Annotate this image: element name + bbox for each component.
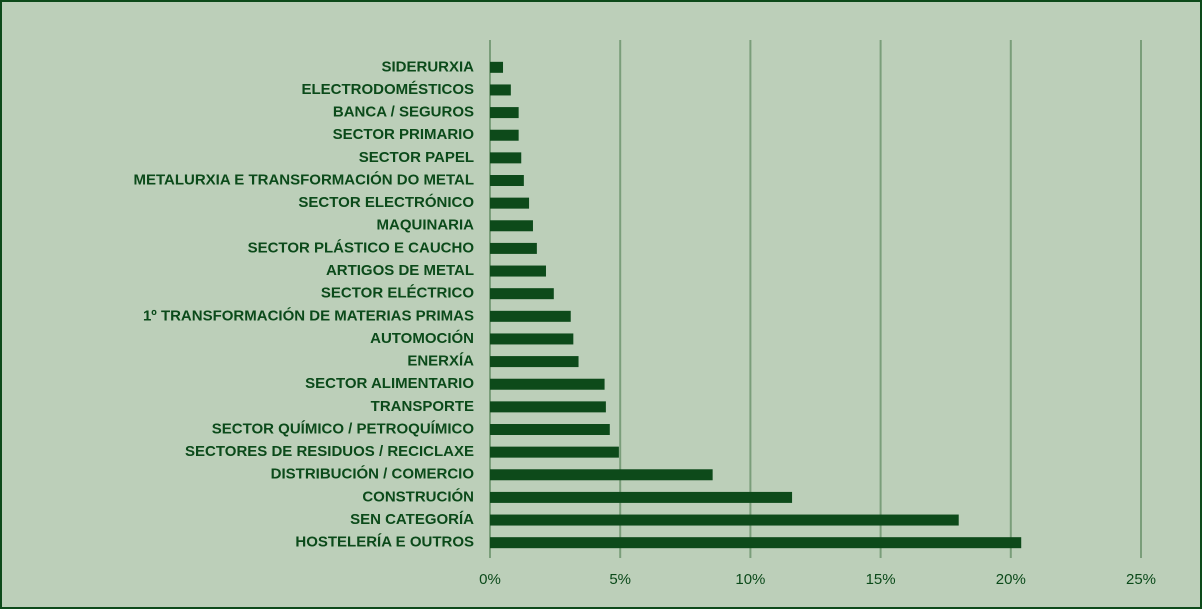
y-tick-label: ELECTRODOMÉSTICOS xyxy=(301,81,474,98)
y-tick-label: ENERXÍA xyxy=(407,353,474,370)
x-tick-label: 25% xyxy=(1126,571,1156,588)
x-tick-label: 15% xyxy=(866,571,896,588)
y-tick-label: MAQUINARIA xyxy=(377,217,475,234)
x-tick-label: 0% xyxy=(479,571,501,588)
bar xyxy=(490,242,537,254)
bar xyxy=(490,265,546,277)
y-tick-label: SECTOR ELÉCTRICO xyxy=(321,285,474,302)
bar xyxy=(490,84,511,96)
bar xyxy=(490,514,959,526)
bar xyxy=(490,378,605,390)
y-tick-label: SECTOR PRIMARIO xyxy=(333,126,475,143)
y-tick-label: HOSTELERÍA E OUTROS xyxy=(295,534,474,551)
bar xyxy=(490,129,519,141)
bar xyxy=(490,61,504,73)
y-tick-label: TRANSPORTE xyxy=(371,398,474,415)
bar xyxy=(490,220,533,232)
bar xyxy=(490,197,530,209)
bar xyxy=(490,310,571,322)
bar xyxy=(490,152,522,164)
bar xyxy=(490,469,713,481)
x-tick-label: 5% xyxy=(609,571,631,588)
y-tick-label: SECTOR ELECTRÓNICO xyxy=(298,193,474,211)
y-tick-label: 1º TRANSFORMACIÓN DE MATERIAS PRIMAS xyxy=(143,306,474,324)
y-tick-label: CONSTRUCIÓN xyxy=(362,487,474,505)
bar xyxy=(490,107,519,119)
bar xyxy=(490,288,554,300)
y-tick-label: SECTOR PLÁSTICO E CAUCHO xyxy=(248,239,475,256)
bar xyxy=(490,424,610,435)
bar xyxy=(490,401,606,413)
x-tick-label: 20% xyxy=(996,571,1026,588)
bar xyxy=(490,333,574,345)
y-tick-label: SEN CATEGORÍA xyxy=(350,511,474,528)
bar xyxy=(490,537,1022,549)
y-tick-label: METALURXIA E TRANSFORMACIÓN DO METAL xyxy=(133,170,474,188)
y-tick-label: SIDERURXIA xyxy=(381,58,474,75)
y-tick-label: ARTIGOS DE METAL xyxy=(326,262,474,279)
y-tick-label: SECTOR ALIMENTARIO xyxy=(305,375,474,392)
x-tick-label: 10% xyxy=(735,571,765,588)
bar xyxy=(490,491,793,503)
y-tick-label: DISTRIBUCIÓN / COMERCIO xyxy=(271,465,475,483)
y-tick-label: SECTOR PAPEL xyxy=(359,149,474,166)
bar xyxy=(490,175,524,186)
y-tick-label: SECTORES DE RESIDUOS / RECICLAXE xyxy=(185,443,474,460)
bar xyxy=(490,446,619,458)
y-tick-label: AUTOMOCIÓN xyxy=(370,329,474,347)
y-tick-label: SECTOR QUÍMICO / PETROQUÍMICO xyxy=(212,420,475,437)
bar xyxy=(490,356,579,368)
y-tick-label: BANCA / SEGUROS xyxy=(333,104,474,121)
